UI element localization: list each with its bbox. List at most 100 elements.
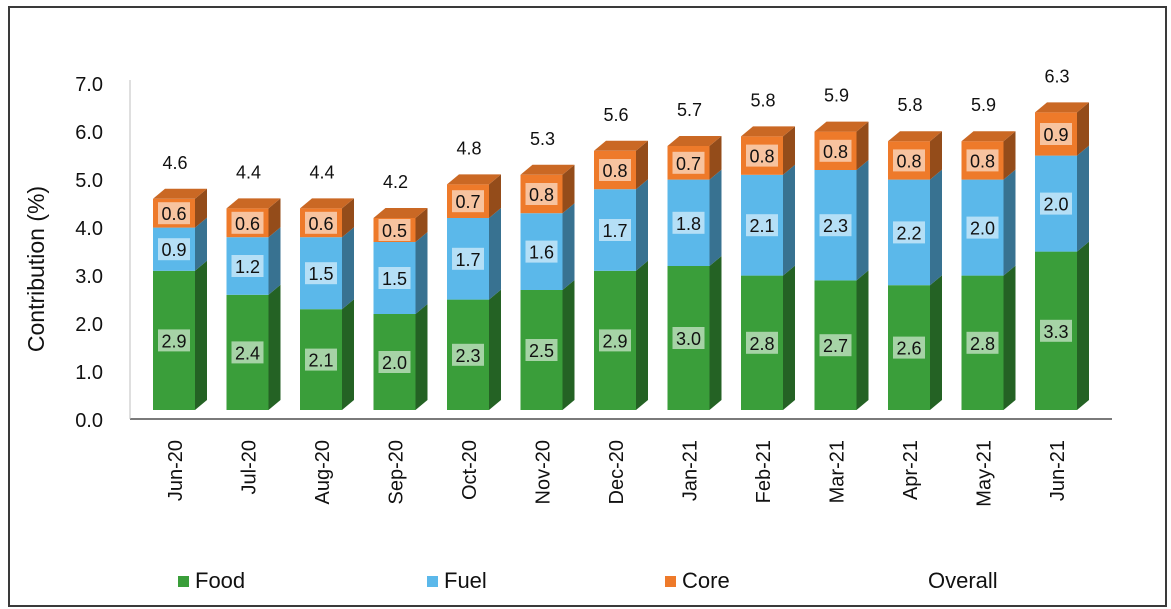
food-value-label: 3.3 [1043,322,1068,342]
food-bar-side [636,260,648,410]
fuel-bar-side [930,169,942,286]
fuel-label-bg [672,211,705,234]
y-tick-label: 7.0 [75,74,103,96]
core-bar-top [226,198,281,209]
y-tick-label: 2.0 [75,314,103,336]
overall-label-bg [1038,62,1076,89]
core-bar-top [961,131,1016,142]
fuel-value-label: 0.9 [161,240,186,260]
x-tick-label: Dec-20 [606,440,628,504]
fuel-swatch [427,575,438,587]
core-label-bg [452,190,484,213]
overall-label-bg [450,134,488,161]
core-value-label: 0.8 [529,185,554,205]
core-label-bg [378,219,411,241]
food-value-label: 2.0 [382,353,407,373]
core-value-label: 0.8 [970,151,995,171]
overall-value-label: 5.6 [603,105,628,125]
food-value-label: 2.5 [529,341,554,361]
food-value-label: 2.9 [161,331,186,351]
core-bar-top [814,121,869,132]
fuel-value-label: 2.0 [970,219,995,239]
fuel-value-label: 1.2 [235,257,260,277]
overall-value-label: 5.3 [530,129,555,149]
core-bar-side [195,188,207,228]
food-value-label: 2.8 [749,334,774,354]
fuel-bar-side [342,227,354,310]
fuel-label-bg [1040,192,1072,215]
overall-value-label: 6.3 [1044,66,1069,86]
core-bar-top [594,140,648,151]
y-tick-label: 0.0 [75,410,103,432]
core-bar-top [667,136,722,146]
fuel-label-bg [599,219,631,241]
fuel-label-bg [525,240,558,263]
core-label-bg [672,151,705,174]
overall-value-label: 4.2 [383,172,408,192]
overall-value-label: 5.9 [824,86,849,106]
core-bar-top [153,188,207,199]
fuel-label-bg [305,262,337,285]
x-tick-label: Sep-20 [386,440,408,505]
overall-label-bg [744,86,782,113]
fuel-bar-side [489,208,501,300]
food-label-bg [746,331,778,354]
y-tick-label: 6.0 [75,122,103,144]
core-bar-side [489,174,501,218]
legend: Food Fuel Core Overall [0,568,1171,596]
overall-value-label: 4.4 [309,162,334,182]
core-value-label: 0.7 [455,192,480,212]
food-label-bg [966,331,999,354]
y-tick-label: 3.0 [75,266,103,288]
food-value-label: 2.3 [455,346,480,366]
core-value-label: 0.6 [161,204,186,224]
core-label-bg [893,149,925,172]
overall-value-label: 4.8 [456,138,481,158]
overall-value-label: 4.6 [162,153,187,173]
overall-value-label: 4.4 [236,162,261,182]
fuel-bar-side [1003,169,1016,276]
core-bar-side [1077,102,1089,156]
overall-label-bg [891,91,929,118]
overall-label-bg [597,100,635,127]
core-bar-top [1035,102,1089,113]
fuel-bar-side [783,164,795,276]
food-bar-side [342,299,354,410]
core-bar-top [520,164,575,175]
fuel-label-bg [746,214,778,237]
fuel-value-label: 2.1 [749,216,774,236]
y-tick-label: 4.0 [75,218,103,240]
core-label-bg [231,211,264,234]
food-label-bg [819,334,852,357]
food-bar-side [268,284,281,410]
core-bar-side [342,198,354,238]
legend-item-overall: Overall [928,568,998,594]
x-tick-label: Aug-20 [312,440,334,505]
overall-label-bg [229,158,268,185]
core-bar-side [783,126,795,175]
overall-value-label: 5.8 [750,90,775,110]
fuel-value-label: 1.7 [455,250,480,270]
legend-label-overall: Overall [928,568,998,593]
core-bar-top [300,198,354,209]
overall-value-label: 5.9 [971,95,996,115]
food-value-label: 2.1 [308,351,333,371]
food-label-bg [525,339,558,361]
fuel-label-bg [893,221,925,244]
fuel-bar-side [562,203,575,290]
fuel-bar-side [709,169,722,266]
food-value-label: 2.9 [602,331,627,351]
food-label-bg [378,351,411,373]
y-tick-label: 5.0 [75,170,103,192]
core-bar-top [888,131,942,142]
food-label-bg [231,341,264,364]
food-value-label: 2.4 [235,343,260,363]
food-swatch [178,575,189,587]
food-bar-side [195,260,207,410]
food-label-bg [599,329,631,352]
food-value-label: 2.6 [896,339,921,359]
core-swatch [665,575,676,587]
core-bar-top [447,174,501,185]
x-tick-label: Jan-21 [680,440,702,501]
